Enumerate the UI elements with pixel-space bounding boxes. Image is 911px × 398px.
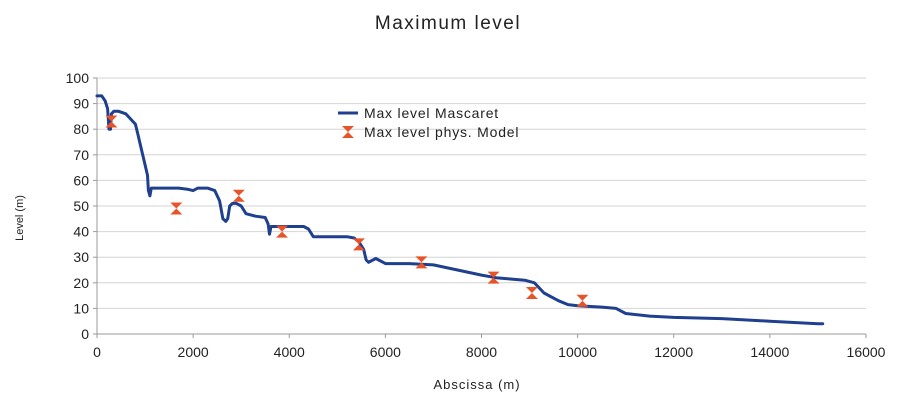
x-axis-label: Abscissa (m)	[433, 377, 520, 392]
x-tick-label-8000: 8000	[466, 344, 497, 360]
legend-swatch-phys-model	[342, 126, 354, 138]
y-tick-labels: 0 10 20 30 40 50 60 70 80 90 100	[66, 70, 90, 342]
y-tick-label-50: 50	[73, 198, 89, 214]
legend-label-phys-model: Max level phys. Model	[364, 124, 519, 140]
axes	[93, 77, 867, 338]
marker-phys-model-6	[487, 271, 500, 284]
marker-phys-model-0	[105, 115, 118, 128]
x-tick-label-2000: 2000	[178, 344, 209, 360]
x-tick-labels: 0 2000 4000 6000 8000 10000 12000 14000 16000	[93, 344, 886, 360]
y-tick-label-20: 20	[73, 275, 89, 291]
series-line-mascaret	[95, 94, 825, 326]
y-tick-label-60: 60	[73, 172, 89, 188]
y-axis-label: Level (m)	[14, 195, 26, 241]
y-tick-label-70: 70	[73, 147, 89, 163]
y-tick-label-10: 10	[73, 300, 89, 316]
series-markers	[105, 115, 589, 307]
x-tick-label-0: 0	[93, 344, 101, 360]
y-tick-label-30: 30	[73, 249, 89, 265]
chart-title: Maximum level	[375, 13, 521, 34]
legend: Max level Mascaret Max level phys. Model	[338, 105, 519, 140]
x-tick-label-4000: 4000	[274, 344, 305, 360]
marker-phys-model-8	[576, 294, 589, 307]
marker-phys-model-3	[276, 225, 289, 238]
legend-label-mascaret: Max level Mascaret	[364, 105, 499, 121]
y-tick-label-100: 100	[66, 70, 90, 86]
marker-phys-model-5	[415, 256, 428, 269]
x-tick-label-10000: 10000	[558, 344, 597, 360]
marker-phys-model-1	[170, 202, 183, 215]
x-tick-label-16000: 16000	[847, 344, 886, 360]
marker-phys-model-7	[525, 287, 538, 300]
x-tick-label-14000: 14000	[750, 344, 789, 360]
marker-phys-model-2	[232, 189, 245, 202]
x-tick-label-12000: 12000	[654, 344, 693, 360]
y-tick-label-0: 0	[81, 326, 89, 342]
y-tick-label-80: 80	[73, 121, 89, 137]
series-lines	[95, 94, 825, 326]
marker-phys-model-4	[352, 238, 365, 251]
y-tick-label-90: 90	[73, 96, 89, 112]
gridlines	[97, 77, 866, 309]
y-tick-label-40: 40	[73, 224, 89, 240]
x-tick-label-6000: 6000	[370, 344, 401, 360]
